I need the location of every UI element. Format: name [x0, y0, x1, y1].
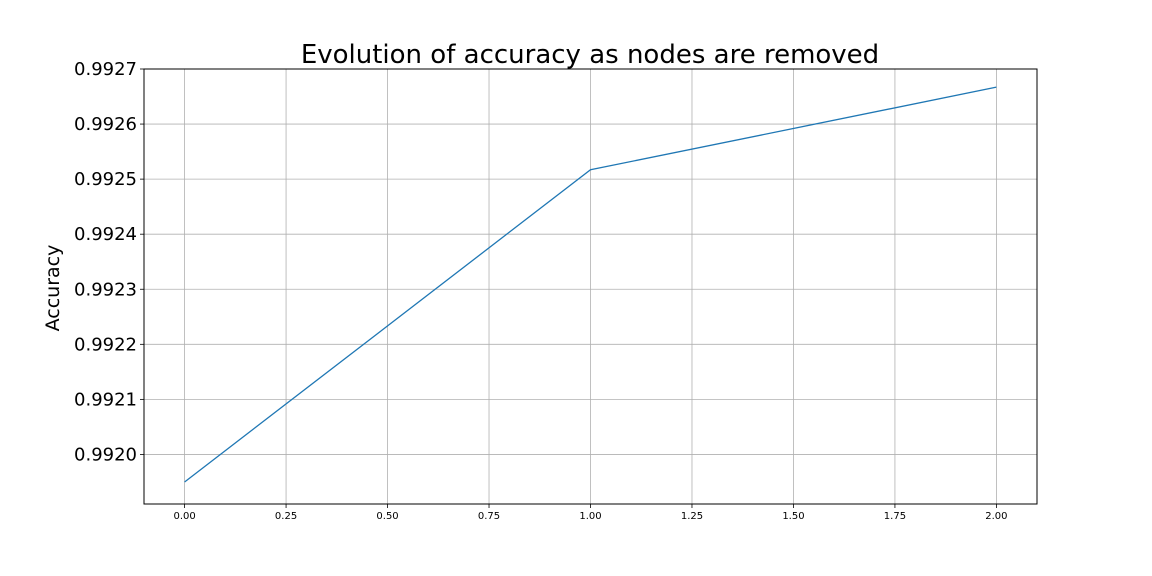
y-tick-label: 0.9926	[74, 114, 137, 135]
y-axis-label: Accuracy	[42, 245, 64, 332]
x-tick-label: 1.50	[782, 511, 804, 522]
x-tick-label: 0.50	[376, 511, 398, 522]
accuracy-series-line	[184, 86, 997, 483]
tick-layer: 0.00 0.25 0.50 0.75 1.00 1.25 1.50 1.75 2.00 0.99…	[74, 59, 1008, 522]
y-tick-label: 0.9923	[74, 279, 137, 300]
x-tick-label: 2.00	[985, 511, 1007, 522]
y-tick-label: 0.9925	[74, 169, 137, 190]
y-tick-label: 0.9922	[74, 334, 137, 355]
x-tick-label: 1.00	[579, 511, 601, 522]
y-tick-label: 0.9927	[74, 59, 137, 80]
y-tick-label: 0.9921	[74, 389, 137, 410]
y-tick-label: 0.9920	[74, 444, 137, 465]
chart-title: Evolution of accuracy as nodes are remov…	[301, 40, 879, 70]
x-tick-label: 0.00	[173, 511, 195, 522]
x-tick-label: 0.25	[275, 511, 297, 522]
x-tick-label: 0.75	[478, 511, 500, 522]
y-tick-label: 0.9924	[74, 224, 137, 245]
grid-layer	[144, 68, 1037, 504]
x-tick-label: 1.75	[884, 511, 906, 522]
x-tick-label: 1.25	[681, 511, 703, 522]
series-layer	[184, 86, 997, 483]
